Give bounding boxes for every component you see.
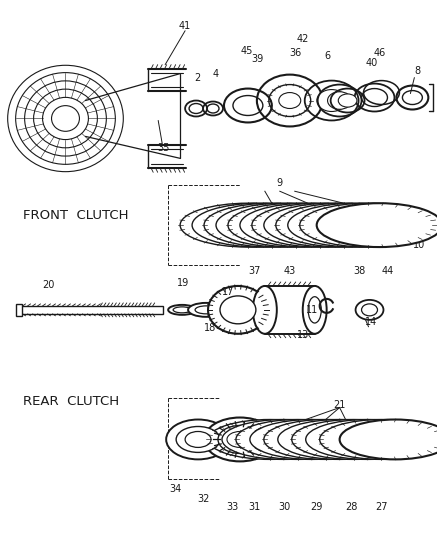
Ellipse shape — [320, 419, 438, 459]
Text: 40: 40 — [365, 58, 378, 68]
Text: 4: 4 — [213, 69, 219, 78]
Ellipse shape — [173, 307, 191, 313]
Text: 30: 30 — [279, 502, 291, 512]
Ellipse shape — [292, 419, 415, 459]
Ellipse shape — [338, 94, 357, 107]
Bar — [19, 306, 163, 314]
Ellipse shape — [185, 432, 211, 447]
Ellipse shape — [356, 300, 384, 320]
Text: 20: 20 — [42, 280, 55, 290]
Ellipse shape — [180, 203, 316, 247]
Ellipse shape — [253, 286, 277, 334]
Text: 45: 45 — [241, 46, 253, 55]
Text: 9: 9 — [277, 178, 283, 188]
Ellipse shape — [227, 432, 253, 447]
Ellipse shape — [297, 214, 367, 237]
Ellipse shape — [176, 426, 220, 453]
Text: 32: 32 — [197, 494, 209, 504]
Ellipse shape — [218, 425, 262, 454]
Ellipse shape — [320, 214, 391, 237]
Text: 27: 27 — [375, 502, 388, 512]
Text: 31: 31 — [249, 502, 261, 512]
Text: 18: 18 — [204, 323, 216, 333]
Ellipse shape — [328, 92, 352, 109]
Text: 29: 29 — [311, 502, 323, 512]
Text: 11: 11 — [306, 305, 318, 315]
Text: 13: 13 — [297, 330, 309, 340]
Ellipse shape — [225, 214, 295, 237]
Ellipse shape — [264, 203, 399, 247]
Ellipse shape — [208, 419, 332, 459]
Text: 44: 44 — [381, 266, 394, 276]
Ellipse shape — [228, 203, 364, 247]
Text: 14: 14 — [365, 317, 378, 327]
Ellipse shape — [220, 296, 256, 324]
Text: 37: 37 — [249, 266, 261, 276]
Ellipse shape — [168, 305, 196, 315]
Text: 34: 34 — [169, 484, 181, 494]
Ellipse shape — [272, 214, 343, 237]
Ellipse shape — [248, 214, 319, 237]
Ellipse shape — [336, 429, 399, 450]
Ellipse shape — [166, 419, 230, 459]
Text: 39: 39 — [252, 54, 264, 63]
Ellipse shape — [204, 417, 276, 462]
Text: 36: 36 — [290, 47, 302, 58]
Text: 19: 19 — [177, 278, 189, 288]
Ellipse shape — [339, 419, 438, 459]
Ellipse shape — [303, 286, 327, 334]
Text: 33: 33 — [226, 502, 238, 512]
Text: REAR  CLUTCH: REAR CLUTCH — [23, 395, 119, 408]
Ellipse shape — [288, 203, 424, 247]
Text: 2: 2 — [194, 72, 200, 83]
Ellipse shape — [204, 203, 339, 247]
Text: 35: 35 — [157, 143, 170, 154]
Text: 21: 21 — [333, 400, 346, 409]
Text: 10: 10 — [413, 240, 425, 250]
Ellipse shape — [250, 419, 374, 459]
Ellipse shape — [264, 419, 388, 459]
Ellipse shape — [216, 203, 352, 247]
Ellipse shape — [317, 90, 346, 111]
Ellipse shape — [300, 203, 435, 247]
Ellipse shape — [306, 419, 429, 459]
Text: 8: 8 — [414, 66, 420, 76]
Ellipse shape — [276, 203, 411, 247]
Ellipse shape — [192, 203, 328, 247]
Text: 38: 38 — [353, 266, 366, 276]
Ellipse shape — [252, 429, 316, 450]
Text: 22: 22 — [407, 423, 420, 432]
Ellipse shape — [361, 304, 378, 316]
Text: 17: 17 — [222, 287, 234, 297]
Ellipse shape — [188, 303, 224, 317]
Ellipse shape — [278, 419, 401, 459]
Ellipse shape — [222, 419, 346, 459]
Text: 46: 46 — [373, 47, 385, 58]
Text: FRONT  CLUTCH: FRONT CLUTCH — [23, 208, 128, 222]
Ellipse shape — [307, 429, 372, 450]
Ellipse shape — [317, 203, 438, 247]
Ellipse shape — [252, 203, 388, 247]
Ellipse shape — [240, 203, 375, 247]
Text: 6: 6 — [325, 51, 331, 61]
Text: 28: 28 — [346, 502, 358, 512]
Ellipse shape — [208, 286, 268, 334]
Ellipse shape — [279, 429, 344, 450]
Text: 42: 42 — [297, 34, 309, 44]
Text: 43: 43 — [284, 266, 296, 276]
Ellipse shape — [236, 419, 360, 459]
Ellipse shape — [308, 297, 321, 323]
Bar — [16, 304, 21, 316]
Text: 41: 41 — [179, 21, 191, 31]
Ellipse shape — [195, 306, 217, 314]
